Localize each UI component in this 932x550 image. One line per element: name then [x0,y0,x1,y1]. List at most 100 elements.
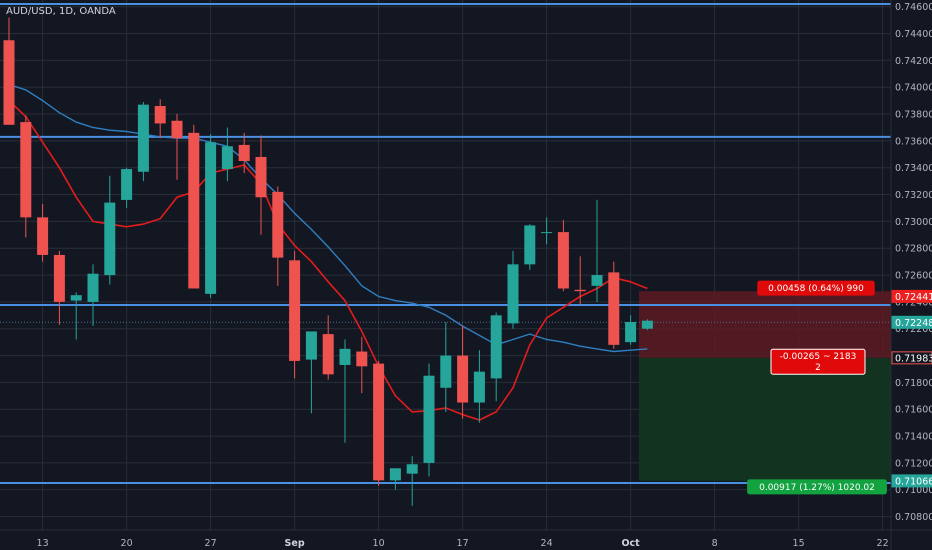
candle-body [557,232,569,289]
candle[interactable] [373,360,385,486]
candle[interactable] [322,315,334,380]
price-tag: 0.72248 [891,315,932,329]
candle-body [121,169,133,200]
candle[interactable] [238,132,250,174]
y-tick-label: 0.70800 [895,512,932,523]
candle-body [524,225,536,265]
price-tag: 0.72441 [891,289,932,303]
candle[interactable] [440,322,452,412]
candle-body [104,202,116,276]
candle-body [473,371,485,403]
candle[interactable] [490,312,502,402]
candle-body [3,40,15,125]
price-tag-text: 0.72441 [895,292,932,303]
candle[interactable] [3,17,15,125]
candle[interactable] [53,250,65,325]
candle-body [608,272,620,345]
y-tick-label: 0.74000 [895,83,932,94]
candle[interactable] [87,264,99,327]
candle[interactable] [171,114,183,180]
candle-body [322,334,334,375]
candle-body [272,191,284,258]
candle[interactable] [305,331,317,414]
candle-body [154,106,166,124]
candle[interactable] [625,315,637,345]
take-profit-label-text: 0.00917 (1.27%) 1020.02 [759,483,875,493]
candle[interactable] [289,250,301,379]
candle-body [406,464,418,474]
candle-body [423,375,435,463]
chart-title: AUD/USD, 1D, OANDA [6,6,116,17]
y-tick-label: 0.71000 [895,485,932,496]
candle[interactable] [272,186,284,286]
moving-averages [8,83,648,421]
candle[interactable] [20,115,32,238]
y-tick-label: 0.74400 [895,29,932,40]
candle[interactable] [389,468,401,490]
y-tick-label: 0.71600 [895,405,932,416]
stop-loss-label: 0.00458 (0.64%) 990 [757,280,875,296]
position-mid-label-text: -0.00265 ~ 2183 [780,352,857,362]
candle[interactable] [70,292,82,340]
time-axis[interactable]: 13 20 27 Sep 10 17 24 Oct 8 15 22 [37,538,889,549]
candle[interactable] [423,363,435,477]
candle[interactable] [205,134,217,298]
candle-body [591,275,603,286]
candle[interactable] [339,339,351,443]
candle[interactable] [524,224,536,270]
candle[interactable] [406,456,418,506]
candle[interactable] [541,217,553,245]
candle-body [53,254,65,302]
price-axis[interactable]: 0.74600 0.74400 0.74200 0.74000 0.73800 0.736… [891,2,932,523]
x-tick-label: 22 [877,538,889,549]
candle[interactable] [121,167,133,208]
y-tick-label: 0.73600 [895,136,932,147]
candle[interactable] [591,199,603,302]
price-tag: 0.71983 [891,351,932,365]
candle[interactable] [188,124,200,289]
y-tick-label: 0.71800 [895,378,932,389]
candle-body [70,295,82,301]
price-tag-text: 0.71066 [895,476,932,487]
x-tick-label: 10 [373,538,385,549]
y-tick-label: 0.71200 [895,458,932,469]
y-tick-label: 0.72600 [895,271,932,282]
candle-body [289,260,301,361]
candle-body [238,144,250,162]
candle-body [574,289,586,292]
price-tag-text: 0.72248 [895,318,932,329]
y-tick-label: 0.72800 [895,244,932,255]
x-tick-label: 8 [712,538,718,549]
y-tick-label: 0.73200 [895,190,932,201]
candle[interactable] [473,350,485,423]
candle[interactable] [608,261,620,349]
candle[interactable] [574,256,586,305]
y-tick-label: 0.71400 [895,432,932,443]
candle[interactable] [137,101,149,182]
candle-body [490,315,502,379]
y-tick-label: 0.73400 [895,163,932,174]
candles [3,17,653,506]
candle-body [137,104,149,172]
candle[interactable] [356,336,368,394]
candle[interactable] [557,220,569,292]
candle[interactable] [221,127,233,182]
candle[interactable] [154,99,166,139]
y-tick-label: 0.73800 [895,110,932,121]
candle-body [389,468,401,481]
x-tick-label: 24 [541,538,553,549]
candle[interactable] [104,175,116,285]
candle[interactable] [37,203,49,262]
candle[interactable] [507,250,519,329]
candle-body [37,217,49,255]
candle-body [356,351,368,367]
stop-loss-zone [639,291,891,358]
candle[interactable] [255,135,267,235]
candle[interactable] [457,326,469,419]
position-mid-label-text: 2 [815,363,821,373]
stop-loss-label-text: 0.00458 (0.64%) 990 [768,284,864,294]
price-tag: 0.71066 [891,474,932,488]
candle[interactable] [641,319,653,331]
